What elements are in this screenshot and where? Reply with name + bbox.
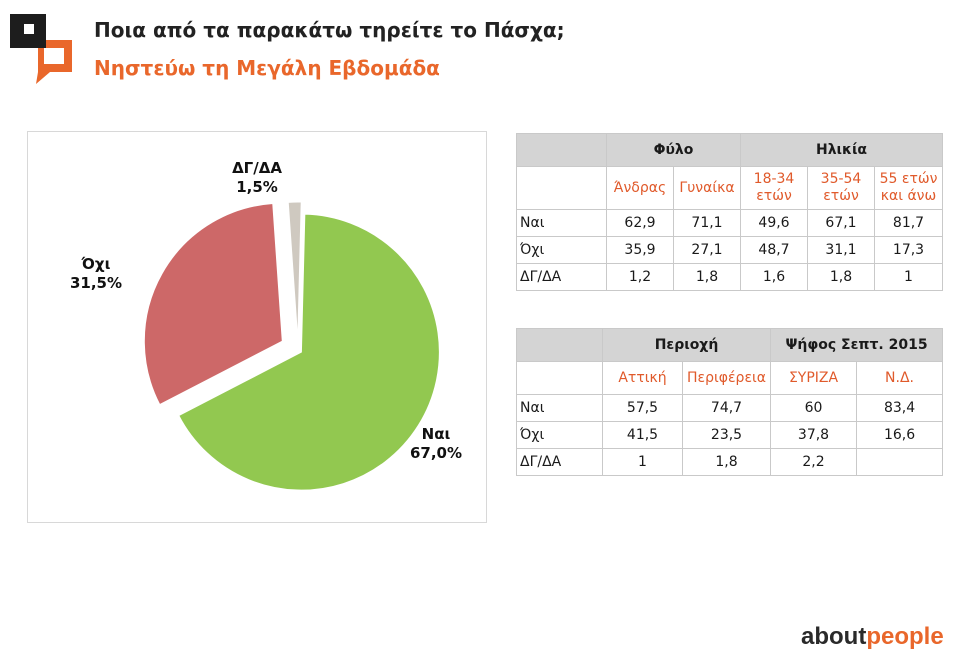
table-cell: 41,5: [602, 421, 683, 449]
col-header-text: ετών: [756, 188, 792, 204]
table-cell: [856, 448, 944, 476]
table-cell: 35,9: [606, 236, 674, 264]
row-label: Ναι: [516, 394, 603, 422]
col-header-male: Άνδρας: [606, 166, 674, 210]
table-cell: 2,2: [770, 448, 858, 476]
group-header-region: Περιοχή: [601, 328, 772, 362]
col-header-attica: Αττική: [602, 361, 683, 395]
table-group-header-row: Περιοχή Ψήφος Σεπτ. 2015: [516, 328, 944, 362]
col-header-text: 18-34: [753, 171, 795, 187]
table-corner-cell: [516, 328, 603, 362]
table-cell: 62,9: [606, 209, 674, 237]
table-corner-cell: [516, 361, 603, 395]
group-header-gender: Φύλο: [606, 133, 741, 167]
table-cell: 74,7: [681, 394, 772, 422]
table-cell: 83,4: [856, 394, 944, 422]
pie-label-oxi-name: Όχι: [81, 255, 111, 273]
group-header-vote-2015: Ψήφος Σεπτ. 2015: [770, 328, 944, 362]
brand-wordmark-part1: about: [801, 623, 867, 650]
brand-logo-icon: [10, 14, 72, 84]
col-header-age-35-54: 35-54 ετών: [807, 166, 875, 210]
table-cell: 1,8: [681, 448, 772, 476]
brand-wordmark: aboutpeople: [801, 623, 944, 651]
pie-label-dgda-value: 1,5%: [236, 178, 278, 196]
col-header-text: Γυναίκα: [679, 179, 735, 196]
table-cell: 57,5: [602, 394, 683, 422]
table-cell: 16,6: [856, 421, 944, 449]
col-header-text: Άνδρας: [613, 179, 667, 196]
table-cell: 81,7: [873, 209, 944, 237]
demographics-table-region-vote: Περιοχή Ψήφος Σεπτ. 2015 Αττική Περιφέρε…: [516, 328, 944, 476]
table-row: Ναι 62,9 71,1 49,6 67,1 81,7: [516, 209, 944, 237]
table-cell: 37,8: [770, 421, 858, 449]
pie-chart: [143, 201, 440, 491]
row-label: ΔΓ/ΔΑ: [516, 448, 603, 476]
table-cell: 1,2: [606, 263, 674, 291]
pie-label-nai-name: Ναι: [421, 425, 451, 443]
table-cell: 27,1: [673, 236, 741, 264]
table-group-header-row: Φύλο Ηλικία: [516, 133, 944, 167]
row-label: Ναι: [516, 209, 607, 237]
row-label: Όχι: [516, 236, 607, 264]
table-cell: 1,6: [740, 263, 808, 291]
group-header-age: Ηλικία: [739, 133, 944, 167]
table-cell: 1,8: [807, 263, 875, 291]
row-label: Όχι: [516, 421, 603, 449]
col-header-age-18-34: 18-34 ετών: [740, 166, 808, 210]
col-header-text: 55 ετών: [879, 171, 938, 187]
table-row: ΔΓ/ΔΑ 1 1,8 2,2: [516, 448, 944, 476]
table-corner-cell: [516, 166, 607, 210]
pie-chart-panel: ΔΓ/ΔΑ 1,5% Όχι 31,5% Ναι 67,0%: [27, 131, 487, 523]
table-row: ΔΓ/ΔΑ 1,2 1,8 1,6 1,8 1: [516, 263, 944, 291]
col-header-text: και άνω: [880, 188, 937, 204]
col-header-text: 35-54: [820, 171, 862, 187]
table-cell: 1,8: [673, 263, 741, 291]
pie-label-dgda: ΔΓ/ΔΑ 1,5%: [222, 159, 292, 197]
col-header-periphery: Περιφέρεια: [681, 361, 772, 395]
table-column-header-row: Άνδρας Γυναίκα 18-34 ετών 35-54 ετών 55 ετ…: [516, 166, 944, 210]
table-cell: 31,1: [807, 236, 875, 264]
col-header-nd: Ν.Δ.: [856, 361, 944, 395]
table-cell: 60: [770, 394, 858, 422]
pie-label-dgda-name: ΔΓ/ΔΑ: [232, 159, 282, 177]
pie-label-oxi: Όχι 31,5%: [56, 255, 136, 293]
table-cell: 49,6: [740, 209, 808, 237]
pie-label-nai-value: 67,0%: [409, 444, 463, 462]
table-cell: 71,1: [673, 209, 741, 237]
table-row: Ναι 57,5 74,7 60 83,4: [516, 394, 944, 422]
table-cell: 48,7: [740, 236, 808, 264]
table-row: Όχι 41,5 23,5 37,8 16,6: [516, 421, 944, 449]
page-title: Ποια από τα παρακάτω τηρείτε το Πάσχα;: [94, 18, 565, 42]
table-cell: 67,1: [807, 209, 875, 237]
table-cell: 23,5: [681, 421, 772, 449]
col-header-female: Γυναίκα: [673, 166, 741, 210]
pie-label-nai: Ναι 67,0%: [396, 425, 476, 463]
table-row: Όχι 35,9 27,1 48,7 31,1 17,3: [516, 236, 944, 264]
table-cell: 17,3: [873, 236, 944, 264]
col-header-age-55-plus: 55 ετών και άνω: [873, 166, 944, 210]
row-label: ΔΓ/ΔΑ: [516, 263, 607, 291]
table-cell: 1: [602, 448, 683, 476]
pie-label-oxi-value: 31,5%: [69, 274, 123, 292]
pie-slice-dgda: [287, 201, 302, 341]
pie-slice-nai: [178, 213, 440, 491]
demographics-table-gender-age: Φύλο Ηλικία Άνδρας Γυναίκα 18-34 ετών 35-…: [516, 133, 944, 291]
col-header-text: ετών: [823, 188, 859, 204]
table-cell: 1: [873, 263, 944, 291]
pie-slice-oxi: [143, 202, 283, 406]
table-corner-cell: [516, 133, 607, 167]
table-column-header-row: Αττική Περιφέρεια ΣΥΡΙΖΑ Ν.Δ.: [516, 361, 944, 395]
brand-wordmark-part2: people: [866, 623, 944, 650]
page-subtitle: Νηστεύω τη Μεγάλη Εβδομάδα: [94, 56, 440, 80]
col-header-syriza: ΣΥΡΙΖΑ: [770, 361, 858, 395]
